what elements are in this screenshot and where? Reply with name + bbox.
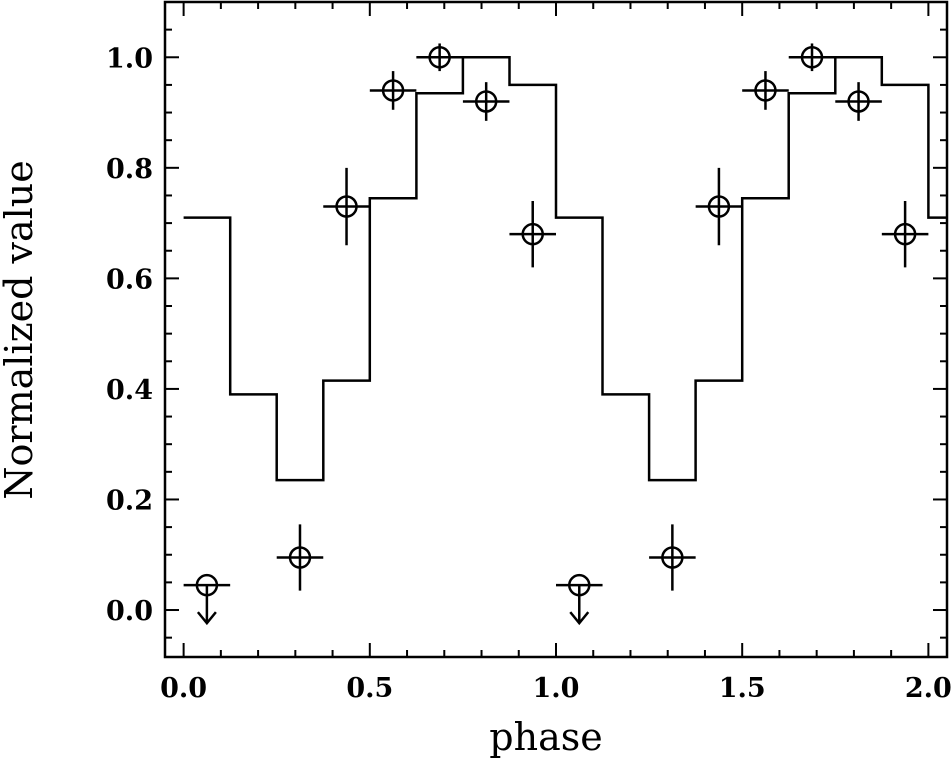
y-tick-label: 0.0 (106, 596, 153, 627)
data-point (276, 524, 324, 591)
upper-limit-arrowhead (196, 611, 217, 626)
data-point (556, 573, 603, 626)
point-marker (381, 79, 405, 102)
point-marker (754, 79, 777, 102)
point-marker (288, 546, 312, 569)
data-point (881, 200, 929, 268)
y-axis-title: Normalized value (0, 160, 41, 499)
data-point (695, 167, 743, 246)
x-tick-label: 0.0 (160, 673, 207, 704)
point-marker (707, 195, 731, 218)
point-marker (661, 546, 684, 569)
data-point (323, 167, 370, 246)
x-tick-label: 2.0 (905, 673, 952, 704)
data-points (183, 43, 929, 626)
point-marker (800, 46, 824, 69)
point-marker (893, 222, 917, 246)
step-model (183, 56, 947, 482)
x-tick-label: 1.0 (533, 673, 580, 704)
point-marker (335, 195, 358, 218)
point-marker (195, 573, 219, 597)
x-tick-label: 0.5 (346, 673, 393, 704)
data-point (835, 82, 882, 121)
x-axis-title: phase (489, 715, 602, 759)
data-point (462, 82, 510, 121)
point-marker (568, 573, 591, 597)
data-point (788, 43, 836, 72)
step-model-line (183, 56, 947, 482)
y-tick-label: 0.4 (106, 375, 153, 406)
data-point (649, 524, 696, 591)
data-point (742, 71, 789, 110)
data-point (416, 43, 463, 72)
y-tick-label: 0.2 (106, 485, 153, 516)
upper-limit-arrowhead (569, 611, 590, 626)
data-point (369, 71, 417, 110)
data-point (509, 200, 556, 268)
point-marker (428, 46, 451, 69)
data-point (183, 573, 231, 626)
y-tick-label: 0.6 (106, 264, 153, 295)
point-marker (474, 90, 498, 113)
y-tick-label: 0.8 (106, 154, 153, 185)
tick-labels: 0.0 0.5 1.0 1.5 2.0 0.0 0.2 0.4 0.6 0.8 1.0 (106, 43, 952, 704)
point-marker (847, 90, 870, 113)
x-tick-label: 1.5 (719, 673, 766, 704)
point-marker (521, 222, 544, 246)
y-tick-label: 1.0 (106, 43, 153, 74)
plot-frame (163, 0, 949, 659)
